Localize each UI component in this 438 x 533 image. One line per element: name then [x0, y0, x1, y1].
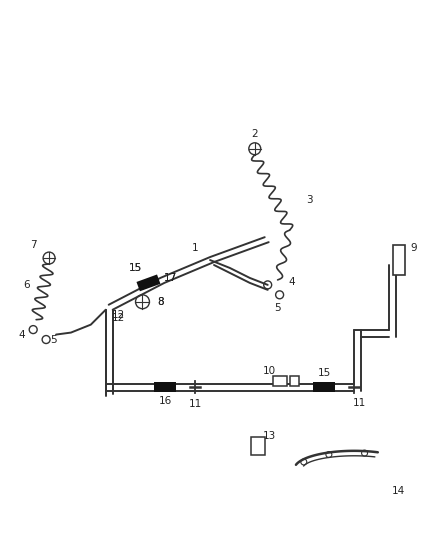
Text: 4: 4	[18, 329, 25, 340]
Text: 2: 2	[251, 129, 258, 139]
Text: 16: 16	[159, 396, 172, 406]
Text: 1: 1	[192, 243, 198, 253]
Text: 13: 13	[263, 431, 276, 441]
Bar	[155, 382, 176, 392]
Text: 15: 15	[129, 263, 142, 273]
Text: 5: 5	[50, 335, 57, 344]
Text: 9: 9	[410, 243, 417, 253]
Bar	[251, 437, 265, 455]
Bar	[314, 382, 335, 392]
Bar	[393, 245, 405, 275]
Text: 5: 5	[274, 303, 281, 313]
Text: 17: 17	[164, 273, 177, 283]
Bar	[290, 376, 300, 386]
Text: 14: 14	[392, 486, 406, 496]
Text: 15: 15	[318, 368, 331, 378]
Text: 3: 3	[306, 196, 313, 205]
Bar	[137, 274, 160, 292]
Text: 7: 7	[30, 240, 36, 250]
Text: 12: 12	[112, 310, 125, 320]
Text: 8: 8	[157, 297, 164, 307]
Bar	[273, 376, 286, 386]
Text: 10: 10	[263, 366, 276, 376]
Text: 12: 12	[112, 313, 125, 322]
Text: 11: 11	[353, 398, 366, 408]
Text: 8: 8	[157, 297, 164, 307]
Text: 6: 6	[23, 280, 29, 290]
Text: 11: 11	[188, 399, 202, 409]
Text: 17: 17	[164, 273, 177, 283]
Text: 4: 4	[288, 277, 295, 287]
Text: 15: 15	[129, 263, 142, 273]
